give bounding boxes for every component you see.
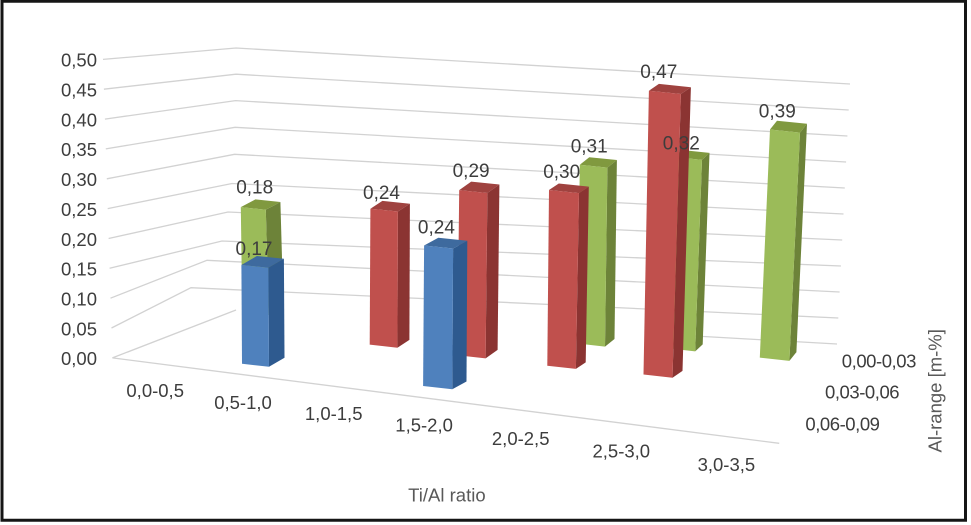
svg-text:0,5-1,0: 0,5-1,0: [214, 392, 272, 413]
svg-text:0,20: 0,20: [61, 229, 97, 250]
svg-text:Al-range [m-%]: Al-range [m-%]: [925, 329, 946, 452]
svg-text:0,39: 0,39: [759, 101, 796, 122]
svg-text:0,03-0,06: 0,03-0,06: [825, 382, 899, 403]
svg-text:0,30: 0,30: [543, 162, 580, 183]
svg-text:0,17: 0,17: [236, 239, 273, 260]
svg-text:0,18: 0,18: [236, 178, 273, 199]
svg-text:0,25: 0,25: [61, 199, 97, 220]
svg-text:0,05: 0,05: [61, 318, 97, 339]
svg-text:0,15: 0,15: [61, 259, 97, 280]
svg-text:1,0-1,5: 1,0-1,5: [305, 403, 363, 424]
svg-text:Ti/Al ratio: Ti/Al ratio: [408, 485, 485, 506]
svg-text:0,50: 0,50: [61, 50, 97, 71]
svg-text:0,0-0,5: 0,0-0,5: [126, 380, 184, 401]
svg-text:0,47: 0,47: [640, 62, 677, 83]
svg-text:0,24: 0,24: [363, 183, 400, 204]
svg-text:0,00-0,03: 0,00-0,03: [842, 350, 916, 371]
svg-text:0,32: 0,32: [663, 134, 700, 155]
svg-text:0,35: 0,35: [61, 139, 97, 160]
svg-text:0,30: 0,30: [61, 169, 97, 190]
svg-text:2,0-2,5: 2,0-2,5: [492, 428, 550, 449]
svg-text:0,40: 0,40: [61, 109, 97, 130]
svg-text:0,45: 0,45: [61, 80, 97, 101]
svg-text:0,10: 0,10: [61, 289, 97, 310]
svg-text:0,06-0,09: 0,06-0,09: [805, 414, 879, 435]
svg-text:2,5-3,0: 2,5-3,0: [592, 441, 650, 462]
svg-text:3,0-3,5: 3,0-3,5: [698, 454, 756, 475]
svg-text:0,31: 0,31: [571, 137, 608, 158]
svg-text:1,5-2,0: 1,5-2,0: [395, 414, 453, 435]
svg-text:0,24: 0,24: [418, 217, 455, 238]
svg-text:0,00: 0,00: [61, 348, 97, 369]
svg-text:0,29: 0,29: [453, 161, 490, 182]
